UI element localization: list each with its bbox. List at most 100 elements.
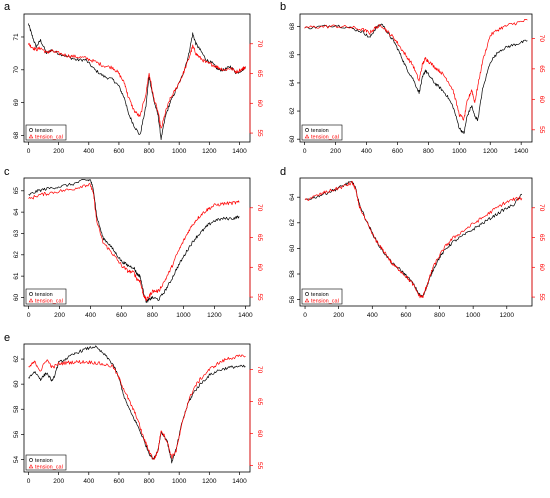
series-line-tension_cal <box>28 42 246 129</box>
legend-triangle-marker <box>28 464 34 469</box>
y-right-tick-label: 65 <box>538 234 545 242</box>
y-left-tick-label: 58 <box>13 405 20 413</box>
y-right-tick-label: 55 <box>538 293 545 301</box>
legend-circle-marker <box>305 128 309 132</box>
x-tick-label: 0 <box>303 312 307 319</box>
x-tick-label: 800 <box>147 312 158 319</box>
legend-label: tension <box>35 292 53 298</box>
x-tick-label: 200 <box>53 478 64 485</box>
legend-label: tension_cal <box>311 299 339 305</box>
x-tick-label: 0 <box>27 148 31 155</box>
series-line-tension <box>304 180 523 298</box>
x-tick-label: 800 <box>434 312 445 319</box>
panel-e: e 0 200 400 600 800 1000 1200 1400 54 56 58 60 62 55 60… <box>4 332 263 485</box>
legend-triangle-marker <box>28 134 34 139</box>
series-line-tension <box>304 23 528 134</box>
x-tick-label: 400 <box>83 478 94 485</box>
y-left-tick-label: 60 <box>13 293 20 301</box>
x-tick-label: 200 <box>54 312 65 319</box>
y-right-tick-label: 65 <box>538 65 545 73</box>
legend-circle-marker <box>29 458 33 462</box>
y-right-tick-label: 65 <box>256 234 263 242</box>
plot-frame <box>23 13 251 143</box>
x-tick-label: 400 <box>361 148 372 155</box>
x-tick-label: 1400 <box>232 148 247 155</box>
y-left-tick-label: 71 <box>13 33 20 41</box>
y-left-tick-label: 54 <box>13 455 20 463</box>
y-right-tick-label: 70 <box>256 204 263 212</box>
x-tick-label: 400 <box>83 148 94 155</box>
x-tick-label: 1000 <box>172 478 187 485</box>
y-right-tick-label: 60 <box>538 264 545 272</box>
y-right-tick-label: 70 <box>538 35 545 43</box>
panel-d: d 0 200 400 600 800 1000 1200 56 58 60 62 64 55 60 65 70… <box>280 166 545 319</box>
y-right-tick-label: 55 <box>256 129 263 137</box>
y-right-tick-label: 70 <box>538 204 545 212</box>
legend-label: tension <box>311 128 329 134</box>
y-right-tick-label: 70 <box>256 366 263 374</box>
y-right-tick-label: 70 <box>256 40 263 48</box>
y-left-tick-label: 56 <box>289 296 296 304</box>
y-left-tick-label: 65 <box>13 187 20 195</box>
legend-box <box>25 124 67 141</box>
x-tick-label: 1000 <box>176 312 191 319</box>
y-left-tick-label: 64 <box>13 208 20 216</box>
x-tick-label: 600 <box>113 478 124 485</box>
x-tick-label: 1400 <box>514 148 529 155</box>
y-left-tick-label: 69 <box>13 99 20 107</box>
y-right-tick-label: 60 <box>256 100 263 108</box>
panel-a: a 0 200 400 600 800 1000 1200 1400 68 69 70 71 55 60 65… <box>4 1 263 155</box>
series-line-tension <box>28 23 246 141</box>
plot-frame <box>299 13 533 143</box>
legend-circle-marker <box>305 292 309 296</box>
y-right-tick-label: 60 <box>256 430 263 438</box>
legend-triangle-marker <box>304 298 310 303</box>
y-left-tick-label: 62 <box>289 107 296 115</box>
legend-label: tension_cal <box>35 135 63 141</box>
panel-b: b 0 200 400 600 800 1000 1200 1400 60 62 64 66 68 55 60… <box>280 1 545 155</box>
x-tick-label: 1200 <box>483 148 498 155</box>
series-line-tension_cal <box>304 180 523 299</box>
series-line-tension_cal <box>28 183 240 302</box>
x-tick-label: 0 <box>303 148 307 155</box>
y-left-tick-label: 64 <box>289 193 296 201</box>
x-tick-label: 600 <box>113 148 124 155</box>
x-tick-label: 1200 <box>202 478 217 485</box>
y-right-tick-label: 60 <box>538 96 545 104</box>
series-line-tension <box>28 179 240 304</box>
x-tick-label: 0 <box>27 312 31 319</box>
x-tick-label: 200 <box>330 148 341 155</box>
legend-box <box>25 454 67 471</box>
x-tick-label: 0 <box>27 478 31 485</box>
legend-label: tension_cal <box>35 465 63 471</box>
legend-box <box>301 288 343 305</box>
y-left-tick-label: 60 <box>289 135 296 143</box>
panel-c: c 0 200 400 600 800 1000 1200 1400 60 61 62 63 64 65 55… <box>4 166 263 319</box>
legend-label: tension_cal <box>311 135 339 141</box>
legend-box <box>25 288 67 305</box>
legend-triangle-marker <box>304 134 310 139</box>
legend-label: tension <box>311 292 329 298</box>
x-tick-label: 1400 <box>238 312 253 319</box>
x-tick-label: 600 <box>392 148 403 155</box>
legend-triangle-marker <box>28 298 34 303</box>
x-tick-label: 1000 <box>452 148 467 155</box>
x-tick-label: 1200 <box>207 312 222 319</box>
y-left-tick-label: 61 <box>13 272 20 280</box>
y-left-tick-label: 62 <box>13 251 20 259</box>
panel-label: c <box>4 166 10 178</box>
panel-label: d <box>280 166 286 178</box>
y-left-tick-label: 64 <box>289 79 296 87</box>
y-right-tick-label: 55 <box>256 293 263 301</box>
x-tick-label: 800 <box>144 148 155 155</box>
y-left-tick-label: 62 <box>289 219 296 227</box>
x-tick-label: 1000 <box>172 148 187 155</box>
x-tick-label: 200 <box>53 148 64 155</box>
legend-box <box>301 124 343 141</box>
panel-label: a <box>4 1 11 13</box>
y-left-tick-label: 68 <box>289 23 296 31</box>
y-right-tick-label: 65 <box>256 70 263 78</box>
x-tick-label: 1200 <box>202 148 217 155</box>
y-left-tick-label: 66 <box>289 51 296 59</box>
